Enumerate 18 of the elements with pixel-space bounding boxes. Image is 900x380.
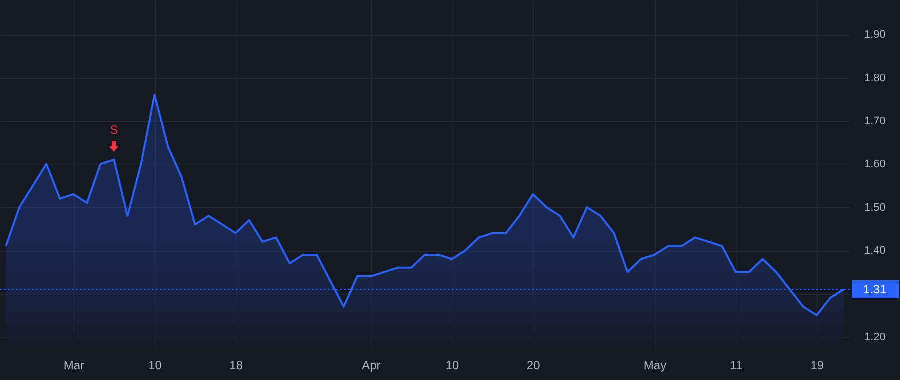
y-tick-label: 1.90 bbox=[864, 29, 886, 42]
x-tick-label: 20 bbox=[526, 358, 541, 372]
x-tick-label: 10 bbox=[446, 358, 460, 372]
x-tick-label: 10 bbox=[148, 358, 162, 372]
x-tick-label: 18 bbox=[230, 358, 244, 372]
y-tick-label: 1.60 bbox=[864, 158, 886, 171]
y-tick-label: 1.20 bbox=[864, 332, 886, 344]
x-tick-label: Mar bbox=[64, 358, 84, 372]
y-tick-label: 1.40 bbox=[864, 245, 886, 258]
y-tick-label: 1.50 bbox=[864, 202, 886, 214]
x-tick-label: May bbox=[644, 358, 667, 372]
annotation: S bbox=[110, 122, 118, 137]
y-tick-label: 1.80 bbox=[864, 72, 886, 84]
x-tick-label: 11 bbox=[730, 358, 743, 372]
ref-line-label: 1.31 bbox=[863, 282, 887, 297]
x-tick-label: 19 bbox=[810, 358, 824, 372]
y-tick-label: 1.70 bbox=[864, 115, 886, 128]
x-tick-label: Apr bbox=[362, 358, 381, 372]
